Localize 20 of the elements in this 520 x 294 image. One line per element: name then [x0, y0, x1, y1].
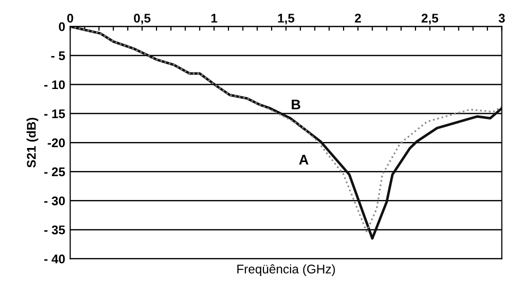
y-tick-label: - 40	[44, 254, 65, 264]
x-tick-label: 0,5	[134, 14, 150, 24]
y-tick-label: 0	[58, 22, 65, 32]
y-tick-label: - 5	[51, 51, 65, 60]
x-tick-label: 1,5	[278, 14, 294, 24]
y-tick-label: - 25	[44, 167, 65, 176]
series-label: A	[299, 154, 308, 164]
y-tick-label: - 30	[44, 196, 65, 206]
x-tick-label: 2	[354, 14, 361, 22]
x-tick-label: 1	[211, 14, 218, 22]
x-axis-title: Freqüência (GHz)	[237, 264, 335, 276]
x-tick-label: 3	[498, 14, 505, 23]
series-label: B	[292, 100, 300, 110]
y-tick-label: - 35	[44, 225, 65, 234]
x-tick-label: 0	[67, 14, 74, 23]
y-axis-title: S21 (dB)	[26, 118, 38, 168]
y-tick-label: - 15	[44, 109, 65, 118]
y-tick-label: -20	[48, 138, 65, 148]
x-tick-label: 2,5	[422, 14, 438, 24]
y-tick-label: - 10	[44, 80, 65, 90]
